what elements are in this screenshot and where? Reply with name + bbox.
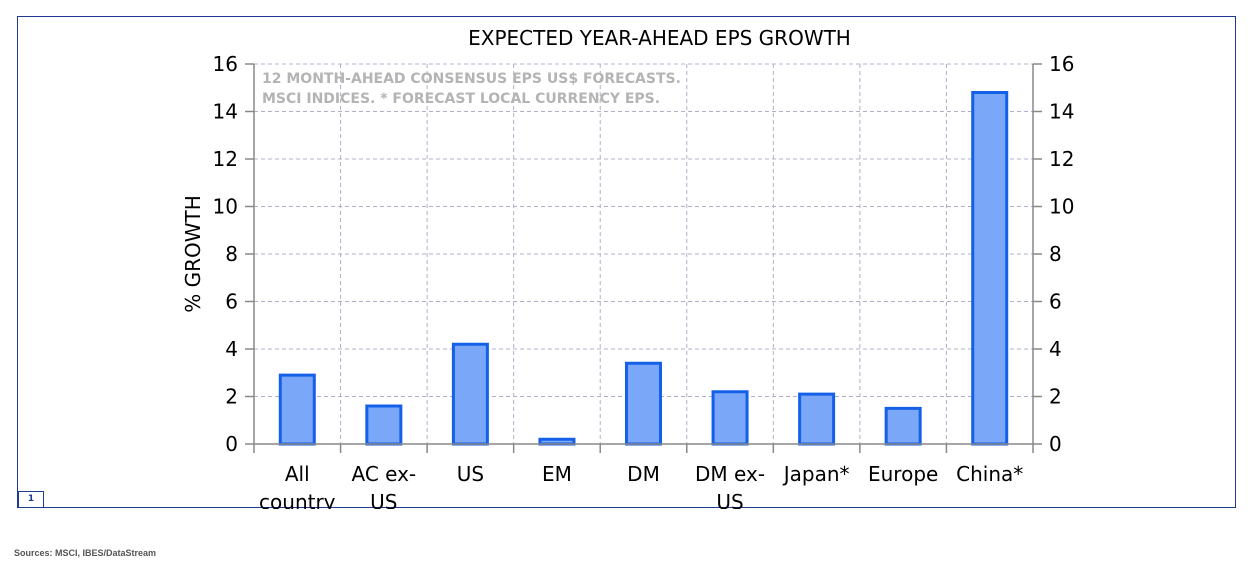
- y-tick-label-right: 4: [1049, 337, 1062, 361]
- grid: [254, 63, 1033, 444]
- bar: [625, 361, 662, 446]
- y-tick-label-left: 10: [213, 195, 238, 219]
- category-label: US: [370, 490, 397, 509]
- y-tick-label-right: 8: [1049, 242, 1062, 266]
- bars: [278, 91, 1009, 446]
- annotation-line: MSCI INDICES. * FORECAST LOCAL CURRENCY …: [262, 91, 660, 107]
- bar: [798, 392, 836, 446]
- category-label: US: [716, 490, 743, 509]
- y-tick-label-left: 16: [213, 52, 238, 76]
- bar: [278, 373, 316, 446]
- category-label: All: [285, 462, 310, 486]
- bar: [451, 342, 489, 446]
- y-tick-label-right: 10: [1049, 195, 1074, 219]
- page-number-badge: 1: [18, 491, 44, 508]
- bar: [971, 91, 1009, 446]
- bar: [884, 406, 922, 446]
- chart-frame: 12 MONTH-AHEAD CONSENSUS EPS US$ FORECAS…: [17, 16, 1236, 509]
- category-label: AC ex-: [351, 462, 416, 486]
- axes: [245, 63, 1042, 453]
- category-label: EM: [542, 462, 572, 486]
- y-tick-label-left: 4: [225, 337, 238, 361]
- y-tick-label-left: 14: [213, 100, 238, 124]
- sources-note: Sources: MSCI, IBES/DataStream: [14, 548, 157, 558]
- chart-title: EXPECTED YEAR-AHEAD EPS GROWTH: [468, 26, 851, 50]
- y-tick-label-left: 2: [225, 385, 238, 409]
- annotation-block: 12 MONTH-AHEAD CONSENSUS EPS US$ FORECAS…: [262, 71, 681, 107]
- y-tick-label-left: 8: [225, 242, 238, 266]
- y-tick-label-left: 12: [213, 147, 238, 171]
- bar-chart: 12 MONTH-AHEAD CONSENSUS EPS US$ FORECAS…: [181, 26, 1074, 509]
- bar: [365, 404, 403, 446]
- y-tick-label-right: 14: [1049, 100, 1074, 124]
- y-axis-label: % GROWTH: [181, 195, 205, 313]
- labels: 0 0 2 2 4 4 6 6 8 8 10 10 12 12 14 14 16 16 All country AC e…: [181, 26, 1074, 509]
- category-label: Europe: [868, 462, 938, 486]
- category-label: China*: [956, 462, 1023, 486]
- category-label: Japan*: [782, 462, 850, 486]
- y-tick-label-left: 0: [225, 432, 238, 456]
- y-tick-label-right: 16: [1049, 52, 1074, 76]
- annotation-line: 12 MONTH-AHEAD CONSENSUS EPS US$ FORECAS…: [262, 71, 681, 87]
- y-tick-label-right: 12: [1049, 147, 1074, 171]
- y-tick-label-right: 0: [1049, 432, 1062, 456]
- bar: [711, 390, 749, 446]
- category-label: country: [259, 490, 336, 509]
- category-label: US: [457, 462, 484, 486]
- y-tick-label-right: 2: [1049, 385, 1062, 409]
- category-label: DM: [627, 462, 660, 486]
- y-tick-label-left: 6: [225, 290, 238, 314]
- category-label: DM ex-: [695, 462, 765, 486]
- y-tick-label-right: 6: [1049, 290, 1062, 314]
